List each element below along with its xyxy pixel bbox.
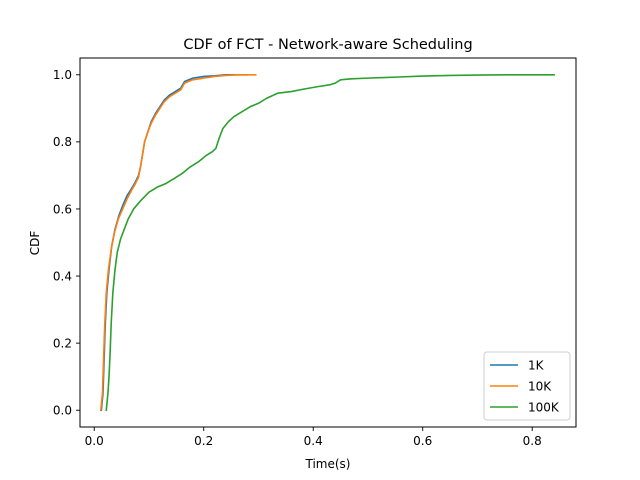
y-tick-label: 0.0 xyxy=(53,404,72,418)
x-tick-label: 0.6 xyxy=(413,434,432,448)
y-tick-label: 0.8 xyxy=(53,135,72,149)
x-tick-label: 0.2 xyxy=(194,434,213,448)
y-axis-label: CDF xyxy=(28,231,42,256)
x-axis-label: Time(s) xyxy=(305,457,351,471)
y-tick-label: 1.0 xyxy=(53,68,72,82)
legend-box xyxy=(483,351,571,421)
series-line-10K xyxy=(99,73,257,412)
legend-label-10K: 10K xyxy=(528,379,552,393)
legend-label-1K: 1K xyxy=(528,358,545,372)
series-line-100K xyxy=(105,73,555,412)
y-tick-label: 0.6 xyxy=(53,202,72,216)
legend: 1K 10K 100K xyxy=(483,351,571,421)
x-tick-label: 0.8 xyxy=(523,434,542,448)
y-tick-label: 0.2 xyxy=(53,336,72,350)
x-tick-label: 0.0 xyxy=(85,434,104,448)
y-tick-label: 0.4 xyxy=(53,269,72,283)
chart-title: CDF of FCT - Network-aware Scheduling xyxy=(183,37,472,53)
x-tick-label: 0.4 xyxy=(304,434,323,448)
legend-label-100K: 100K xyxy=(528,400,560,414)
axes-frame xyxy=(79,57,577,428)
plot-area: 0.0 0.2 0.4 0.6 0.8 0.0 0.2 0.4 0.6 0.8 1.0 xyxy=(53,57,577,448)
